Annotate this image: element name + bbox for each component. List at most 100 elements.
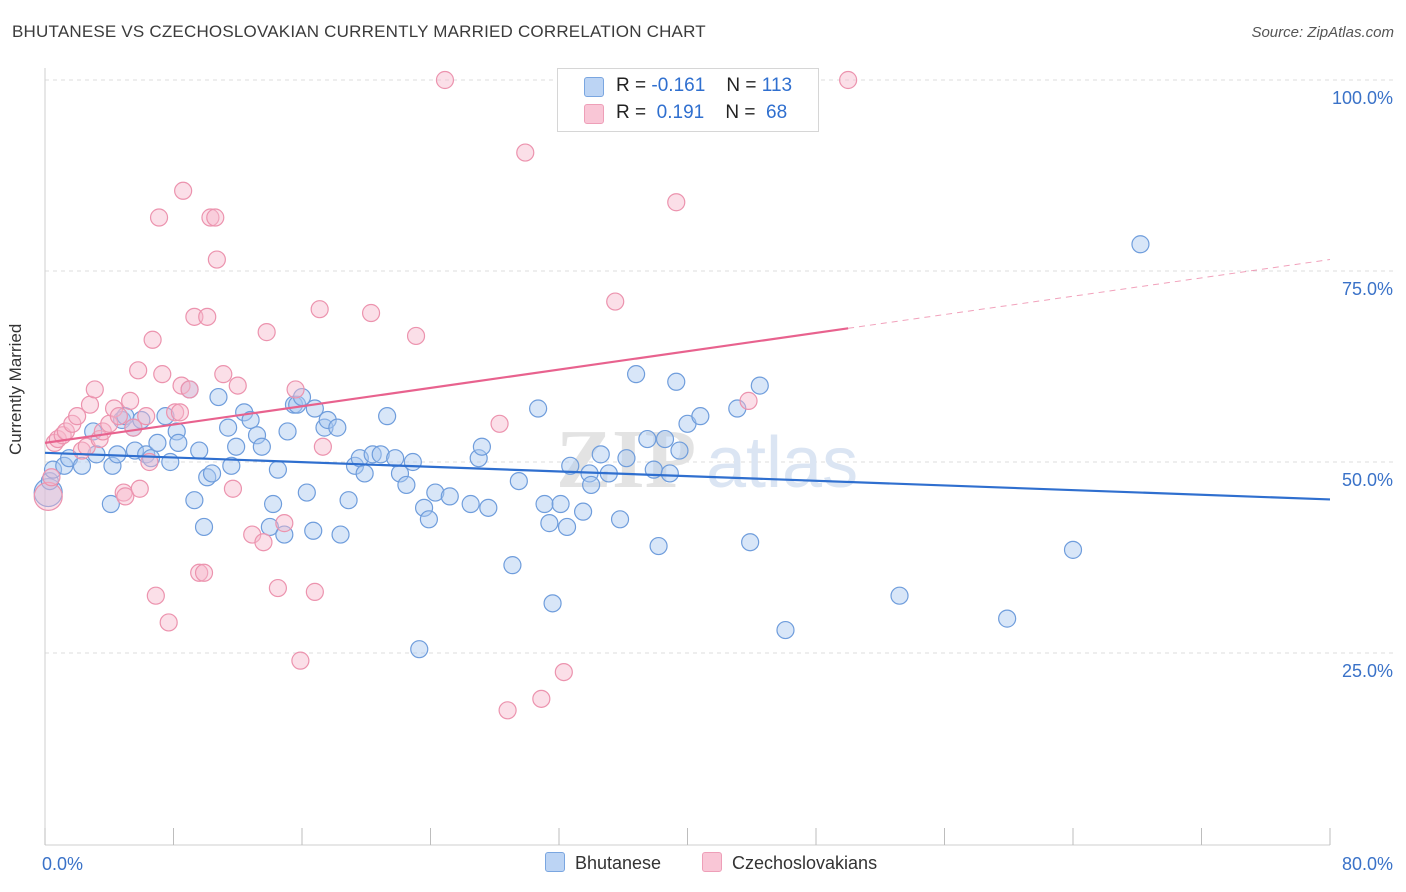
czechoslovakian-point bbox=[839, 70, 858, 90]
legend-n-value: 113 bbox=[761, 75, 793, 96]
bhutanese-point bbox=[222, 456, 241, 475]
bhutanese-point bbox=[247, 426, 267, 445]
czechoslovakian-point bbox=[33, 481, 63, 511]
czechoslovakian-point bbox=[174, 181, 193, 200]
bottom-legend-label: Bhutanese bbox=[575, 853, 662, 873]
czechoslovakian-point bbox=[149, 208, 169, 227]
bhutanese-point bbox=[318, 410, 337, 430]
bhutanese-point bbox=[331, 525, 350, 544]
czechoslovakian-point bbox=[532, 689, 551, 708]
legend-r-value: -0.161 bbox=[651, 75, 706, 96]
axis-layer bbox=[44, 68, 1331, 846]
legend-swatch-blue bbox=[584, 77, 604, 97]
y-tick-label: 100.0% bbox=[1332, 88, 1393, 108]
czechoslovakian-trend-line bbox=[44, 327, 849, 444]
czechoslovakian-point bbox=[129, 361, 148, 380]
czechoslovakian-point bbox=[739, 391, 758, 410]
bhutanese-point bbox=[469, 449, 488, 468]
czechoslovakian-point bbox=[137, 407, 156, 426]
czechoslovakian-point bbox=[606, 292, 625, 311]
czechoslovakian-point bbox=[223, 479, 243, 498]
bhutanese-point bbox=[167, 422, 186, 441]
tick-label-layer: 25.0% 50.0% 75.0% 100.0% 0.0% 80.0% bbox=[42, 88, 1393, 874]
bhutanese-point bbox=[419, 510, 438, 529]
czechoslovakian-point bbox=[201, 208, 220, 227]
czechoslovakian-point bbox=[130, 479, 149, 498]
bhutanese-point bbox=[535, 494, 554, 514]
czechoslovakian-point bbox=[116, 487, 135, 506]
bhutanese-point bbox=[185, 491, 204, 510]
bhutanese-point bbox=[241, 410, 260, 430]
y-tick-label: 75.0% bbox=[1342, 279, 1393, 299]
bhutanese-point bbox=[209, 387, 228, 407]
bhutanese-point bbox=[161, 452, 180, 472]
czechoslovakian-point bbox=[361, 303, 381, 323]
bhutanese-point bbox=[410, 640, 429, 659]
legend-r-label: R = bbox=[616, 102, 647, 123]
bhutanese-point bbox=[1063, 540, 1083, 559]
bhutanese-point bbox=[655, 429, 675, 449]
bhutanese-point bbox=[355, 464, 374, 483]
bhutanese-point bbox=[252, 437, 271, 456]
bhutanese-point bbox=[403, 452, 422, 472]
czechoslovakian-point bbox=[109, 407, 128, 426]
czechoslovakian-point bbox=[159, 613, 178, 632]
bhutanese-point bbox=[440, 487, 459, 506]
czechoslovakian-point bbox=[406, 326, 426, 346]
bhutanese-point bbox=[670, 441, 689, 460]
trend-layer bbox=[44, 259, 1331, 501]
czechoslovakian-point bbox=[214, 365, 233, 384]
bhutanese-trend-line bbox=[44, 451, 1331, 501]
bhutanese-point bbox=[540, 514, 559, 533]
bhutanese-point bbox=[543, 594, 562, 613]
legend-n-label: N = bbox=[725, 102, 756, 123]
bhutanese-point bbox=[610, 510, 630, 529]
watermark: ZIP bbox=[556, 413, 696, 506]
bhutanese-point bbox=[227, 437, 246, 456]
czechoslovakian-point bbox=[554, 662, 573, 682]
legend-n-value: 68 bbox=[760, 102, 788, 123]
bhutanese-point bbox=[461, 494, 480, 514]
bhutanese-point bbox=[72, 456, 92, 475]
y-axis-label: Currently Married bbox=[6, 323, 25, 455]
bhutanese-point bbox=[998, 609, 1017, 628]
bhutanese-point bbox=[626, 365, 646, 384]
grid-layer bbox=[45, 79, 1395, 654]
czechoslovakian-point bbox=[146, 586, 165, 605]
bhutanese-point bbox=[561, 456, 580, 475]
czechoslovakian-point bbox=[435, 70, 455, 90]
czechoslovakian-point bbox=[198, 307, 217, 326]
bhutanese-point bbox=[125, 441, 145, 460]
bhutanese-point bbox=[268, 460, 288, 479]
czechoslovakian-point bbox=[180, 380, 199, 399]
bhutanese-point bbox=[328, 418, 347, 437]
legend-r-value: 0.191 bbox=[651, 102, 705, 123]
czechoslovakian-point bbox=[291, 651, 310, 670]
bhutanese-point bbox=[386, 449, 405, 468]
legend-swatch-pink bbox=[584, 104, 604, 124]
czechoslovakian-point bbox=[153, 365, 172, 384]
czechoslovakian-point bbox=[166, 403, 185, 422]
czechoslovakian-point bbox=[206, 208, 225, 227]
czechoslovakian-point bbox=[498, 701, 517, 720]
czechoslovakian-point bbox=[516, 143, 535, 162]
bhutanese-point bbox=[190, 441, 209, 460]
bhutanese-point bbox=[551, 494, 570, 514]
czechoslovakian-point bbox=[310, 300, 329, 319]
bhutanese-point bbox=[617, 449, 636, 468]
czechoslovakian-point bbox=[170, 403, 190, 422]
y-tick-label: 25.0% bbox=[1342, 661, 1393, 681]
bhutanese-point bbox=[503, 556, 522, 575]
czechoslovakian-point bbox=[305, 582, 324, 601]
czechoslovakian-point bbox=[268, 578, 288, 598]
bhutanese-point bbox=[667, 372, 686, 391]
bhutanese-point bbox=[101, 494, 120, 514]
bhutanese-point bbox=[741, 533, 760, 552]
bhutanese-point bbox=[649, 536, 668, 556]
bottom-legend-bhutanese: Bhutanese bbox=[545, 852, 661, 874]
bhutanese-point bbox=[103, 456, 122, 475]
bhutanese-point bbox=[776, 620, 795, 640]
bhutanese-point bbox=[426, 483, 445, 502]
bhutanese-point bbox=[43, 460, 63, 479]
